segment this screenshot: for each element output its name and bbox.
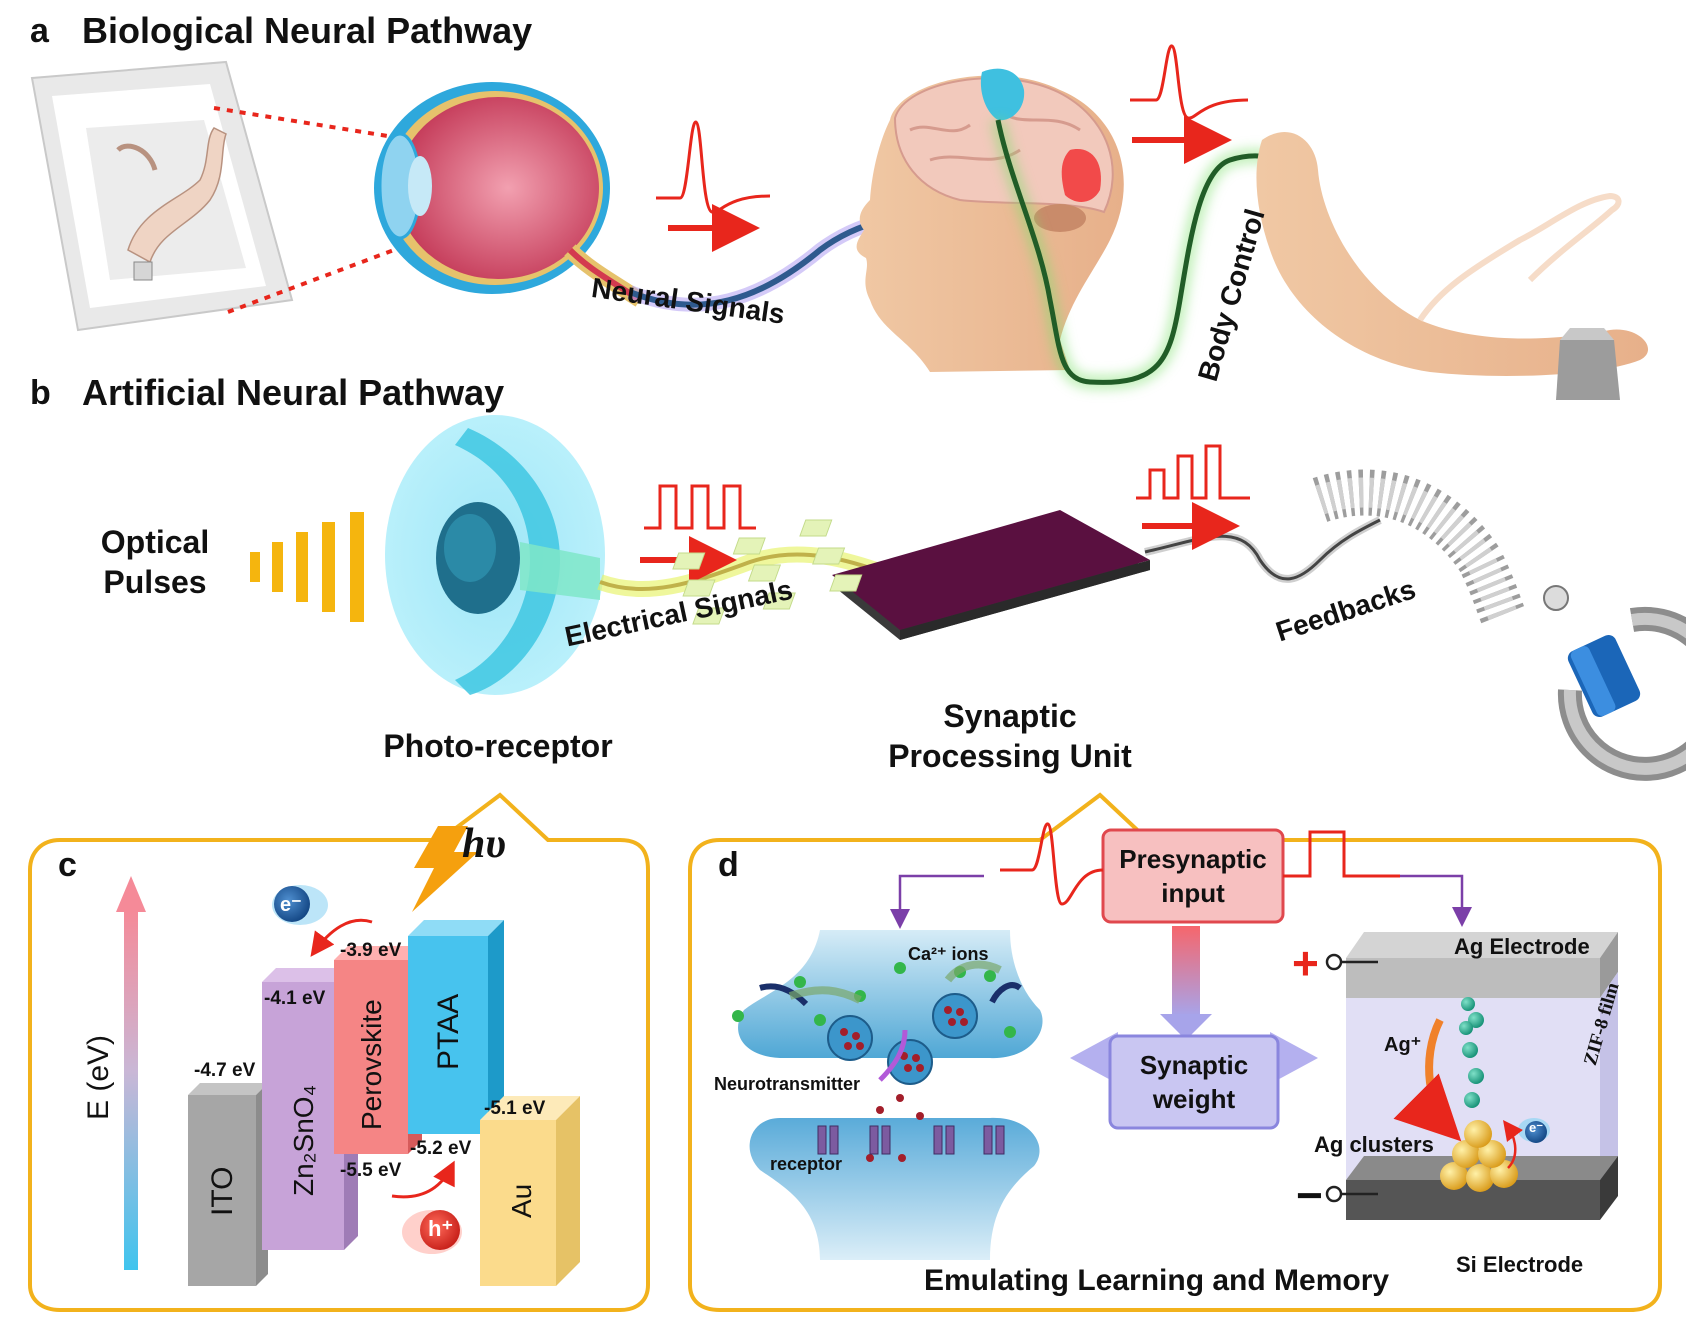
ptaa-homo-level: -5.2 eV xyxy=(410,1138,472,1159)
ag-plus-label: Ag⁺ xyxy=(1384,1034,1422,1056)
optical-pulses-icon xyxy=(250,512,364,622)
optical-pulses-line1: Optical xyxy=(100,524,210,560)
perovskite-label: Perovskite xyxy=(356,999,387,1130)
energy-axis-arrowhead xyxy=(116,876,146,912)
action-potential-icon-2 xyxy=(1130,44,1249,120)
view-line-top xyxy=(213,106,401,140)
energy-axis-label: E (eV) xyxy=(82,1034,115,1120)
ca-ions-label: Ca²⁺ ions xyxy=(908,944,989,964)
presynaptic-label: Presynaptic input xyxy=(1103,842,1283,910)
synaptic-processing-label: Synaptic Processing Unit xyxy=(860,696,1160,776)
zn2sno4-label: Zn₂SnO₄ xyxy=(288,1084,319,1196)
presynaptic-spike-icon xyxy=(1000,822,1104,906)
ptaa-label: PTAA xyxy=(432,993,465,1070)
hole-label: h⁺ xyxy=(428,1216,454,1241)
panel-d-letter: d xyxy=(718,846,739,884)
human-head xyxy=(856,68,1124,373)
synaptic-processing-line1: Synaptic xyxy=(943,698,1077,734)
si-electrode-label: Si Electrode xyxy=(1456,1252,1584,1277)
electron-particle xyxy=(272,885,328,925)
synaptic-weight-line1: Synaptic xyxy=(1139,1050,1249,1080)
neurotransmitter-label: Neurotransmitter xyxy=(714,1074,861,1094)
robotic-gripper xyxy=(1312,469,1686,781)
au-layer xyxy=(480,1096,580,1286)
presynaptic-to-weight-arrow xyxy=(1160,1014,1212,1040)
memristor-device xyxy=(1325,932,1618,1220)
square-pulses-icon xyxy=(644,484,756,530)
weight-left-arrow xyxy=(1070,1032,1118,1084)
ag-clusters-label: Ag clusters xyxy=(1314,1132,1434,1157)
presynaptic-line1: Presynaptic xyxy=(1119,844,1267,874)
eyeball xyxy=(374,82,645,307)
electron-label: e⁻ xyxy=(280,894,302,916)
ag-electrode-label: Ag Electrode xyxy=(1454,934,1590,959)
negative-terminal: − xyxy=(1296,1169,1323,1221)
panel-d-outline xyxy=(688,792,1662,1312)
panel-c-letter: c xyxy=(58,846,77,884)
panel-b-title: Artificial Neural Pathway xyxy=(82,372,505,413)
panel-a-letter: a xyxy=(30,12,49,50)
pvk-cb-level: -3.9 eV xyxy=(340,940,402,961)
electron-transfer-arrow xyxy=(310,918,373,957)
positive-terminal: + xyxy=(1292,937,1319,989)
presynaptic-line2: input xyxy=(1161,878,1225,908)
photo-receptor-device xyxy=(385,415,605,695)
pvk-vb-level: -5.5 eV xyxy=(340,1160,402,1181)
photon-energy-label: hυ xyxy=(462,821,506,867)
energy-axis xyxy=(124,910,138,1270)
synaptic-chip xyxy=(672,510,1150,640)
synaptic-weight-label: Synaptic weight xyxy=(1110,1048,1278,1116)
au-level: -5.1 eV xyxy=(484,1098,546,1119)
au-label: Au xyxy=(506,1183,537,1218)
receptor-label: receptor xyxy=(770,1154,843,1174)
ito-level: -4.7 eV xyxy=(194,1060,256,1081)
electrical-cable xyxy=(599,552,891,591)
human-arm xyxy=(1256,131,1649,400)
weight-right-arrow xyxy=(1270,1032,1318,1084)
presynaptic-to-weight-bar xyxy=(1172,926,1200,1016)
view-line-bottom xyxy=(227,242,411,314)
panel-c-outline xyxy=(28,792,650,1312)
synaptic-processing-line2: Processing Unit xyxy=(888,738,1132,774)
photo-receptor-label: Photo-receptor xyxy=(383,728,613,764)
zn-cb-level: -4.1 eV xyxy=(264,988,326,1009)
panel-b-letter: b xyxy=(30,374,51,412)
device-electron-label: e⁻ xyxy=(1529,1120,1544,1135)
synaptic-weight-box xyxy=(1108,1034,1280,1130)
panel-a-title: Biological Neural Pathway xyxy=(82,10,533,51)
biological-synapse xyxy=(732,930,1043,1260)
presynaptic-pulse-icon xyxy=(1283,830,1400,878)
hole-transfer-arrow xyxy=(391,1160,455,1199)
ptaa-layer xyxy=(408,920,504,1134)
square-pulses-icon-2 xyxy=(1136,444,1250,500)
synaptic-weight-line2: weight xyxy=(1152,1084,1236,1114)
action-potential-icon xyxy=(656,120,771,214)
picture-frame xyxy=(30,60,294,332)
bio-connector xyxy=(890,874,984,929)
optical-pulses-line2: Pulses xyxy=(103,564,207,600)
lightning-icon xyxy=(412,826,478,912)
hole-particle xyxy=(402,1210,462,1254)
device-connector xyxy=(1400,874,1472,927)
emulating-learning-label: Emulating Learning and Memory xyxy=(924,1264,1390,1297)
ito-label: ITO xyxy=(206,1166,239,1216)
optical-pulses-label: Optical Pulses xyxy=(90,522,220,602)
